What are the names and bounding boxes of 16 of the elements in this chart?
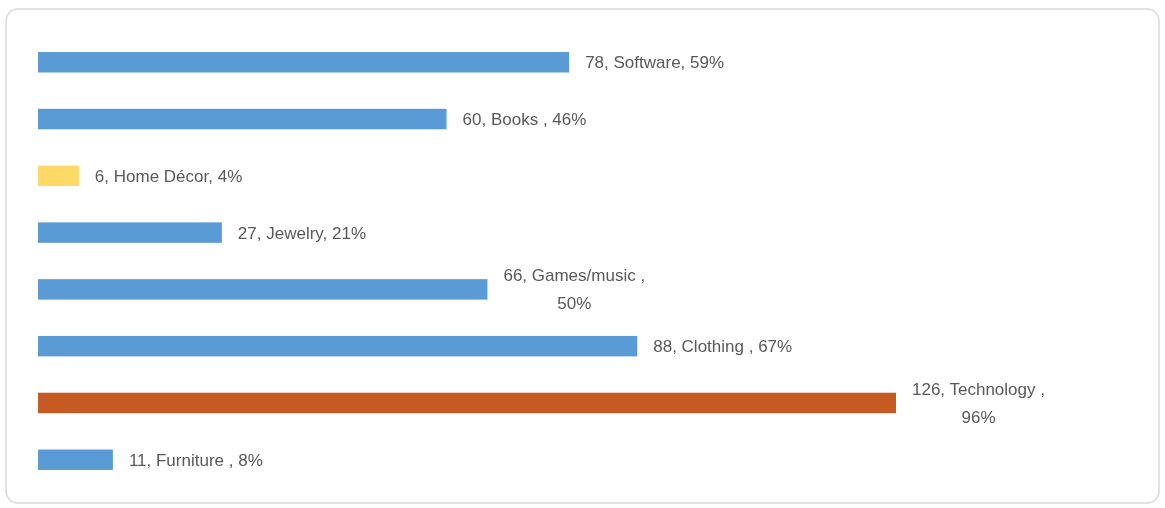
data-label: 88, Clothing , 67% — [653, 337, 793, 357]
bar — [38, 108, 447, 130]
data-label: 6, Home Décor, 4% — [94, 166, 243, 186]
bar — [38, 335, 638, 357]
data-label: 27, Jewelry, 21% — [237, 223, 367, 243]
data-label: 78, Software, 59% — [585, 53, 725, 73]
bar — [38, 222, 222, 243]
data-label: 66, Games/music , 50% — [503, 266, 646, 314]
bar — [38, 279, 488, 300]
bar — [38, 449, 113, 470]
data-label: 11, Furniture , 8% — [128, 450, 263, 470]
data-label: 126, Technology , 96% — [912, 379, 1045, 427]
bar — [38, 392, 896, 414]
bar — [38, 165, 79, 187]
data-label: 60, Books , 46% — [462, 109, 587, 129]
bar — [38, 52, 570, 73]
